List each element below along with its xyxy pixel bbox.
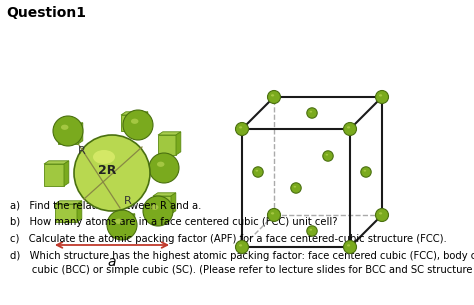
Ellipse shape bbox=[151, 205, 158, 210]
Text: cubic (BCC) or simple cubic (SC). (Please refer to lecture slides for BCC and SC: cubic (BCC) or simple cubic (SC). (Pleas… bbox=[10, 265, 474, 275]
Circle shape bbox=[253, 167, 263, 177]
Ellipse shape bbox=[255, 170, 258, 172]
Text: b)   How many atoms are in a face centered cubic (FCC) unit cell?: b) How many atoms are in a face centered… bbox=[10, 217, 337, 227]
Polygon shape bbox=[77, 201, 82, 222]
Polygon shape bbox=[78, 123, 83, 144]
Text: R: R bbox=[78, 146, 86, 156]
Circle shape bbox=[149, 153, 179, 183]
Polygon shape bbox=[153, 193, 176, 196]
Ellipse shape bbox=[347, 126, 350, 128]
Polygon shape bbox=[176, 132, 181, 155]
Text: R: R bbox=[124, 196, 132, 206]
Circle shape bbox=[267, 209, 281, 221]
Ellipse shape bbox=[310, 111, 312, 113]
Circle shape bbox=[344, 241, 356, 253]
Text: c)   Calculate the atomic packing factor (APF) for a face centered-cubic structu: c) Calculate the atomic packing factor (… bbox=[10, 234, 447, 244]
Text: d)   Which structure has the highest atomic packing factor: face centered cubic : d) Which structure has the highest atomi… bbox=[10, 251, 474, 261]
Text: a: a bbox=[108, 255, 116, 269]
FancyBboxPatch shape bbox=[110, 217, 130, 233]
Circle shape bbox=[236, 123, 248, 135]
FancyBboxPatch shape bbox=[153, 196, 171, 214]
Circle shape bbox=[307, 226, 317, 236]
Circle shape bbox=[291, 183, 301, 193]
Ellipse shape bbox=[115, 219, 122, 224]
Circle shape bbox=[107, 210, 137, 240]
Circle shape bbox=[74, 135, 150, 211]
Ellipse shape bbox=[157, 162, 164, 167]
Circle shape bbox=[53, 116, 83, 146]
Circle shape bbox=[267, 91, 281, 103]
Ellipse shape bbox=[379, 94, 382, 96]
Ellipse shape bbox=[379, 212, 382, 214]
Polygon shape bbox=[58, 123, 83, 126]
Circle shape bbox=[236, 241, 248, 253]
FancyBboxPatch shape bbox=[158, 135, 176, 155]
FancyBboxPatch shape bbox=[121, 115, 143, 131]
Ellipse shape bbox=[61, 125, 68, 130]
FancyBboxPatch shape bbox=[44, 164, 64, 186]
Ellipse shape bbox=[131, 119, 138, 124]
Circle shape bbox=[375, 91, 389, 103]
Ellipse shape bbox=[239, 244, 242, 246]
Ellipse shape bbox=[347, 244, 350, 246]
Ellipse shape bbox=[364, 170, 366, 172]
Polygon shape bbox=[143, 112, 148, 131]
Circle shape bbox=[143, 196, 173, 226]
Circle shape bbox=[323, 151, 333, 161]
Ellipse shape bbox=[271, 212, 274, 214]
Polygon shape bbox=[44, 161, 69, 164]
Circle shape bbox=[344, 123, 356, 135]
Text: a)   Find the relation between R and a.: a) Find the relation between R and a. bbox=[10, 200, 201, 210]
Polygon shape bbox=[171, 193, 176, 214]
Text: 2R: 2R bbox=[98, 163, 116, 177]
Ellipse shape bbox=[310, 229, 312, 231]
Circle shape bbox=[307, 108, 317, 118]
Ellipse shape bbox=[93, 150, 115, 164]
Polygon shape bbox=[55, 201, 82, 204]
Polygon shape bbox=[130, 214, 135, 233]
Polygon shape bbox=[158, 132, 181, 135]
Text: Question1: Question1 bbox=[6, 6, 86, 20]
Ellipse shape bbox=[271, 94, 274, 96]
Polygon shape bbox=[64, 161, 69, 186]
Polygon shape bbox=[110, 214, 135, 217]
Circle shape bbox=[375, 209, 389, 221]
FancyBboxPatch shape bbox=[55, 204, 77, 222]
Circle shape bbox=[123, 110, 153, 140]
Ellipse shape bbox=[293, 186, 296, 188]
Polygon shape bbox=[121, 112, 148, 115]
Circle shape bbox=[361, 167, 371, 177]
Ellipse shape bbox=[326, 154, 328, 156]
FancyBboxPatch shape bbox=[58, 126, 78, 144]
Ellipse shape bbox=[239, 126, 242, 128]
